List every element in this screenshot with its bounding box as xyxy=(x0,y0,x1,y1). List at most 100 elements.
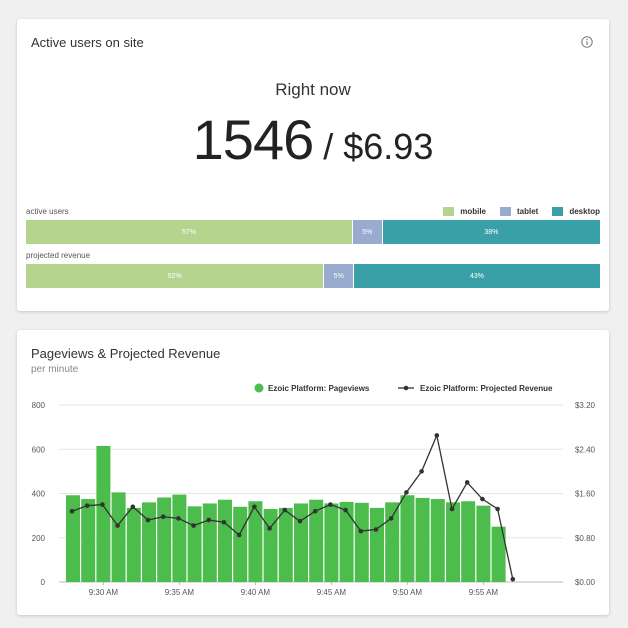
x-tick-label: 9:55 AM xyxy=(469,588,499,597)
pageviews-bar xyxy=(324,503,339,582)
revenue-point xyxy=(510,576,516,582)
y-left-tick-label: 800 xyxy=(32,401,46,410)
revenue-point xyxy=(191,523,196,528)
revenue-point xyxy=(100,502,105,507)
pageviews-bar xyxy=(96,445,111,582)
revenue-point xyxy=(206,517,212,523)
revenue-point xyxy=(236,532,242,538)
pageviews-bar xyxy=(491,526,506,582)
pageviews-bar xyxy=(309,499,324,582)
active-users-segment-tablet: 5% xyxy=(353,220,383,244)
revenue-point xyxy=(464,480,470,485)
revenue-point xyxy=(160,514,166,520)
y-right-tick-label: $1.60 xyxy=(575,490,596,499)
pageviews-bar xyxy=(218,499,232,582)
pageviews-bar xyxy=(187,506,202,582)
revenue-point xyxy=(480,496,485,502)
revenue-point xyxy=(495,506,500,512)
pageviews-bar xyxy=(446,502,460,582)
revenue-point xyxy=(282,507,288,513)
revenue-point xyxy=(358,528,364,534)
y-left-tick-label: 600 xyxy=(32,445,46,454)
legend-label-mobile: mobile xyxy=(460,207,486,216)
device-legend: mobile tablet desktop xyxy=(443,207,600,216)
revenue-point xyxy=(267,526,272,531)
active-users-title: Active users on site xyxy=(31,35,144,50)
pageviews-bar xyxy=(339,501,354,582)
pageviews-bar xyxy=(370,507,384,582)
info-icon[interactable] xyxy=(581,36,593,48)
legend-label-desktop: desktop xyxy=(569,207,600,216)
chart-legend: Ezoic Platform: Pageviews Ezoic Platform:… xyxy=(254,383,553,393)
pageviews-bar xyxy=(430,499,445,582)
right-now-label: Right now xyxy=(275,80,351,99)
y-right-tick-label: $2.40 xyxy=(575,445,596,454)
active-users-segment-mobile: 57% xyxy=(26,220,354,244)
x-tick-label: 9:45 AM xyxy=(317,588,347,597)
x-tick-label: 9:35 AM xyxy=(165,588,195,597)
revenue-point xyxy=(130,504,136,510)
pageviews-bar xyxy=(385,502,400,582)
revenue-segment-desktop: 43% xyxy=(354,264,600,288)
pageviews-bar xyxy=(354,502,369,582)
pageviews-bar xyxy=(202,503,217,582)
active-users-stacked-bar: 57% 5% 38% xyxy=(26,220,600,244)
pageviews-bar xyxy=(476,505,491,582)
revenue-line xyxy=(71,433,514,580)
legend-item-tablet: tablet xyxy=(499,207,539,216)
active-users-segment-desktop: 38% xyxy=(382,220,600,244)
summary-separator: / xyxy=(313,126,344,167)
y-left-tick-label: 400 xyxy=(32,490,46,499)
projected-revenue-bar-label: projected revenue xyxy=(26,251,91,260)
legend-swatch-pageviews xyxy=(254,383,264,393)
revenue-point xyxy=(69,508,75,514)
revenue-point xyxy=(115,523,120,528)
y-right-tick-label: $0.00 xyxy=(575,578,596,587)
revenue-point xyxy=(176,516,181,521)
y-right-tick-label: $3.20 xyxy=(575,401,596,410)
revenue-point xyxy=(312,508,318,514)
revenue-segment-tablet: 5% xyxy=(324,264,355,288)
y-right-tick-label: $0.80 xyxy=(575,534,596,543)
legend-label-tablet: tablet xyxy=(516,207,539,216)
pageviews-bar xyxy=(263,508,278,582)
pageviews-bar xyxy=(415,497,430,582)
pageviews-bar xyxy=(294,503,308,582)
pageviews-bar xyxy=(461,501,476,582)
pageviews-revenue-title: Pageviews & Projected Revenue xyxy=(31,346,221,361)
active-users-summary: 1546 / $6.93 xyxy=(17,107,609,172)
y-left-tick-label: 0 xyxy=(41,578,46,587)
active-users-card: Active users on site Right now 1546 / $6… xyxy=(17,19,609,311)
x-tick-label: 9:30 AM xyxy=(89,588,119,597)
pageviews-revenue-chart: 0 $0.00 200 $0.80 400 $1.60 600 $2.40 800 $3.20 9:… xyxy=(32,383,596,597)
pageviews-bar xyxy=(81,499,96,582)
legend-item-desktop: desktop xyxy=(552,207,600,216)
x-tick-label: 9:40 AM xyxy=(241,588,271,597)
revenue-point xyxy=(297,518,303,524)
revenue-point xyxy=(373,527,379,532)
pageviews-bar xyxy=(278,507,293,582)
pageviews-bar xyxy=(400,495,415,582)
pageviews-bar xyxy=(157,497,172,582)
revenue-point xyxy=(221,519,227,525)
revenue-point xyxy=(84,503,90,508)
active-users-bar-label: active users xyxy=(26,207,69,216)
revenue-point xyxy=(328,502,333,507)
projected-revenue-amount: $6.93 xyxy=(343,126,434,167)
active-users-count: 1546 xyxy=(192,108,315,171)
legend-swatch-tablet xyxy=(499,207,511,216)
revenue-point xyxy=(419,469,424,474)
revenue-point xyxy=(404,490,409,495)
x-tick-label: 9:50 AM xyxy=(393,588,423,597)
revenue-segment-mobile: 52% xyxy=(26,264,325,288)
projected-revenue-stacked-bar: 52% 5% 43% xyxy=(26,264,600,288)
revenue-point xyxy=(388,516,394,521)
revenue-point xyxy=(343,507,348,513)
per-minute-subtitle: per minute xyxy=(31,364,79,375)
revenue-point xyxy=(145,517,151,523)
pageviews-revenue-card: Pageviews & Projected Revenue per minute… xyxy=(17,330,609,615)
pageviews-bar xyxy=(142,502,156,582)
legend-label-pageviews: Ezoic Platform: Pageviews xyxy=(268,384,370,393)
legend-swatch-revenue xyxy=(403,385,409,391)
pageviews-bar xyxy=(111,492,126,582)
